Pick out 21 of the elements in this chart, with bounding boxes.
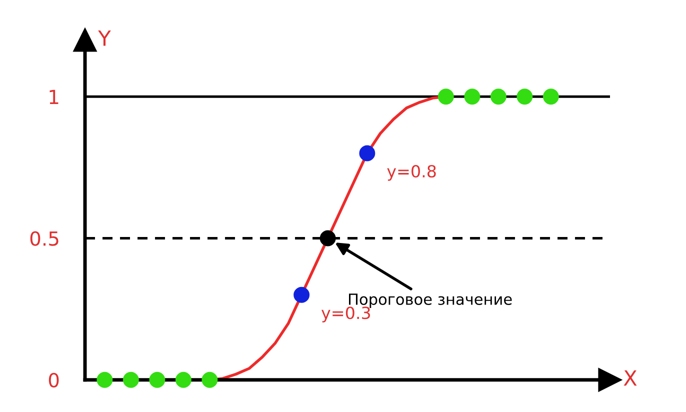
point	[122, 372, 139, 388]
point	[202, 372, 218, 388]
data-label: y=0.3	[322, 306, 370, 322]
data-label: y=0.8	[387, 164, 436, 181]
point	[294, 286, 310, 303]
y-axis-title: Y	[98, 30, 111, 46]
y-tick-label: 1	[50, 90, 58, 104]
point	[516, 88, 533, 105]
point	[359, 145, 376, 162]
x-axis-title: X	[624, 370, 637, 386]
annotation: Пороговое значение	[349, 294, 512, 308]
point	[490, 88, 506, 105]
point	[96, 372, 113, 388]
point	[438, 88, 454, 105]
point	[464, 88, 480, 105]
y-tick-label: 0	[48, 372, 59, 388]
point	[149, 372, 166, 388]
y-tick-label: 0.5	[30, 231, 58, 246]
point	[320, 230, 336, 246]
point	[542, 88, 559, 105]
point	[175, 372, 192, 388]
